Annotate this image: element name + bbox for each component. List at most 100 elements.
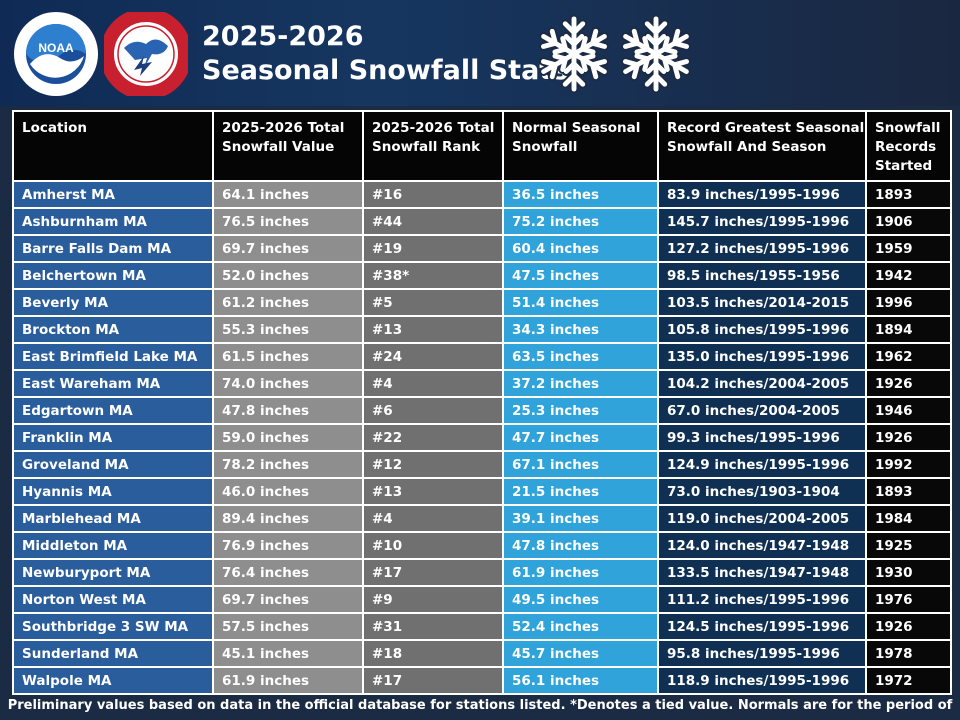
cell-records-started: 1926 (865, 423, 952, 452)
cell-record: 127.2 inches/1995-1996 (657, 234, 867, 263)
cell-records-started: 1978 (865, 639, 952, 668)
cell-normal: 51.4 inches (502, 288, 659, 317)
table-row: Beverly MA 61.2 inches #5 51.4 inches 103.5 … (12, 288, 952, 317)
cell-record: 99.3 inches/1995-1996 (657, 423, 867, 452)
cell-normal: 56.1 inches (502, 666, 659, 695)
cell-total-rank: #5 (362, 288, 504, 317)
table-row: Brockton MA 55.3 inches #13 34.3 inches 105.… (12, 315, 952, 344)
table-row: Sunderland MA 45.1 inches #18 45.7 inches 95… (12, 639, 952, 668)
cell-record: 83.9 inches/1995-1996 (657, 180, 867, 209)
page-title: 2025-2026 Seasonal Snowfall Stats (202, 20, 568, 88)
cell-record: 111.2 inches/1995-1996 (657, 585, 867, 614)
table-row: Franklin MA 59.0 inches #22 47.7 inches 99.3… (12, 423, 952, 452)
cell-total-rank: #31 (362, 612, 504, 641)
cell-records-started: 1925 (865, 531, 952, 560)
cell-total-rank: #38* (362, 261, 504, 290)
footer-note: Preliminary values based on data in the … (7, 698, 953, 713)
cell-normal: 63.5 inches (502, 342, 659, 371)
cell-location: Franklin MA (12, 423, 214, 452)
cell-record: 124.9 inches/1995-1996 (657, 450, 867, 479)
cell-normal: 47.7 inches (502, 423, 659, 452)
cell-total-rank: #44 (362, 207, 504, 236)
header-location: Location (12, 110, 214, 182)
cell-location: Beverly MA (12, 288, 214, 317)
cell-total-rank: #10 (362, 531, 504, 560)
cell-normal: 60.4 inches (502, 234, 659, 263)
cell-normal: 52.4 inches (502, 612, 659, 641)
table-row: East Brimfield Lake MA 61.5 inches #24 63.5… (12, 342, 952, 371)
cell-normal: 61.9 inches (502, 558, 659, 587)
cell-total-value: 61.2 inches (212, 288, 364, 317)
cell-total-rank: #9 (362, 585, 504, 614)
cell-record: 124.5 inches/1995-1996 (657, 612, 867, 641)
cell-total-value: 64.1 inches (212, 180, 364, 209)
cell-location: Walpole MA (12, 666, 214, 695)
cell-total-value: 47.8 inches (212, 396, 364, 425)
cell-total-rank: #6 (362, 396, 504, 425)
cell-records-started: 1962 (865, 342, 952, 371)
cell-total-value: 55.3 inches (212, 315, 364, 344)
header-total-value: 2025-2026 Total Snowfall Value (212, 110, 364, 182)
cell-total-rank: #16 (362, 180, 504, 209)
cell-record: 67.0 inches/2004-2005 (657, 396, 867, 425)
noaa-logo-icon: NOAA (14, 12, 98, 96)
cell-location: East Wareham MA (12, 369, 214, 398)
cell-location: Ashburnham MA (12, 207, 214, 236)
table-row: Norton West MA 69.7 inches #9 49.5 inches 11… (12, 585, 952, 614)
cell-normal: 39.1 inches (502, 504, 659, 533)
cell-normal: 36.5 inches (502, 180, 659, 209)
table-header-row: Location 2025-2026 Total Snowfall Value … (12, 110, 952, 182)
cell-total-rank: #18 (362, 639, 504, 668)
cell-total-rank: #4 (362, 504, 504, 533)
cell-normal: 47.8 inches (502, 531, 659, 560)
table-row: Walpole MA 61.9 inches #17 56.1 inches 118.9… (12, 666, 952, 695)
cell-total-value: 46.0 inches (212, 477, 364, 506)
table-row: Newburyport MA 76.4 inches #17 61.9 inches 1… (12, 558, 952, 587)
cell-location: Groveland MA (12, 450, 214, 479)
cell-records-started: 1893 (865, 180, 952, 209)
cell-normal: 25.3 inches (502, 396, 659, 425)
cell-total-value: 45.1 inches (212, 639, 364, 668)
table-row: East Wareham MA 74.0 inches #4 37.2 inches 1… (12, 369, 952, 398)
cell-total-value: 69.7 inches (212, 234, 364, 263)
header-record: Record Greatest Seasonal Snowfall And Se… (657, 110, 867, 182)
cell-total-rank: #12 (362, 450, 504, 479)
noaa-logo-text: NOAA (38, 41, 74, 55)
cell-total-rank: #4 (362, 369, 504, 398)
cell-normal: 67.1 inches (502, 450, 659, 479)
cell-normal: 34.3 inches (502, 315, 659, 344)
table-row: Middleton MA 76.9 inches #10 47.8 inches 124… (12, 531, 952, 560)
cell-total-value: 78.2 inches (212, 450, 364, 479)
table-row: Belchertown MA 52.0 inches #38* 47.5 inches… (12, 261, 952, 290)
cell-location: Sunderland MA (12, 639, 214, 668)
cell-total-rank: #24 (362, 342, 504, 371)
snowflake-icon (535, 14, 613, 98)
cell-total-value: 89.4 inches (212, 504, 364, 533)
header-normal: Normal Seasonal Snowfall (502, 110, 659, 182)
cell-records-started: 1996 (865, 288, 952, 317)
cell-normal: 21.5 inches (502, 477, 659, 506)
cell-record: 135.0 inches/1995-1996 (657, 342, 867, 371)
cell-location: Marblehead MA (12, 504, 214, 533)
cell-location: Norton West MA (12, 585, 214, 614)
cell-records-started: 1906 (865, 207, 952, 236)
cell-record: 105.8 inches/1995-1996 (657, 315, 867, 344)
cell-record: 119.0 inches/2004-2005 (657, 504, 867, 533)
nws-logo-icon (100, 8, 192, 100)
cell-location: Edgartown MA (12, 396, 214, 425)
cell-total-rank: #22 (362, 423, 504, 452)
cell-records-started: 1930 (865, 558, 952, 587)
cell-total-value: 76.5 inches (212, 207, 364, 236)
cell-location: Belchertown MA (12, 261, 214, 290)
table-row: Groveland MA 78.2 inches #12 67.1 inches 124… (12, 450, 952, 479)
cell-total-value: 76.9 inches (212, 531, 364, 560)
cell-location: Southbridge 3 SW MA (12, 612, 214, 641)
page-title-season: 2025-2026 (202, 21, 364, 52)
header-records-started: Snowfall Records Started (865, 110, 952, 182)
cell-location: Hyannis MA (12, 477, 214, 506)
cell-records-started: 1946 (865, 396, 952, 425)
cell-location: Amherst MA (12, 180, 214, 209)
table-body: Amherst MA 64.1 inches #16 36.5 inches 83.9 … (12, 180, 952, 695)
cell-records-started: 1984 (865, 504, 952, 533)
cell-location: Newburyport MA (12, 558, 214, 587)
